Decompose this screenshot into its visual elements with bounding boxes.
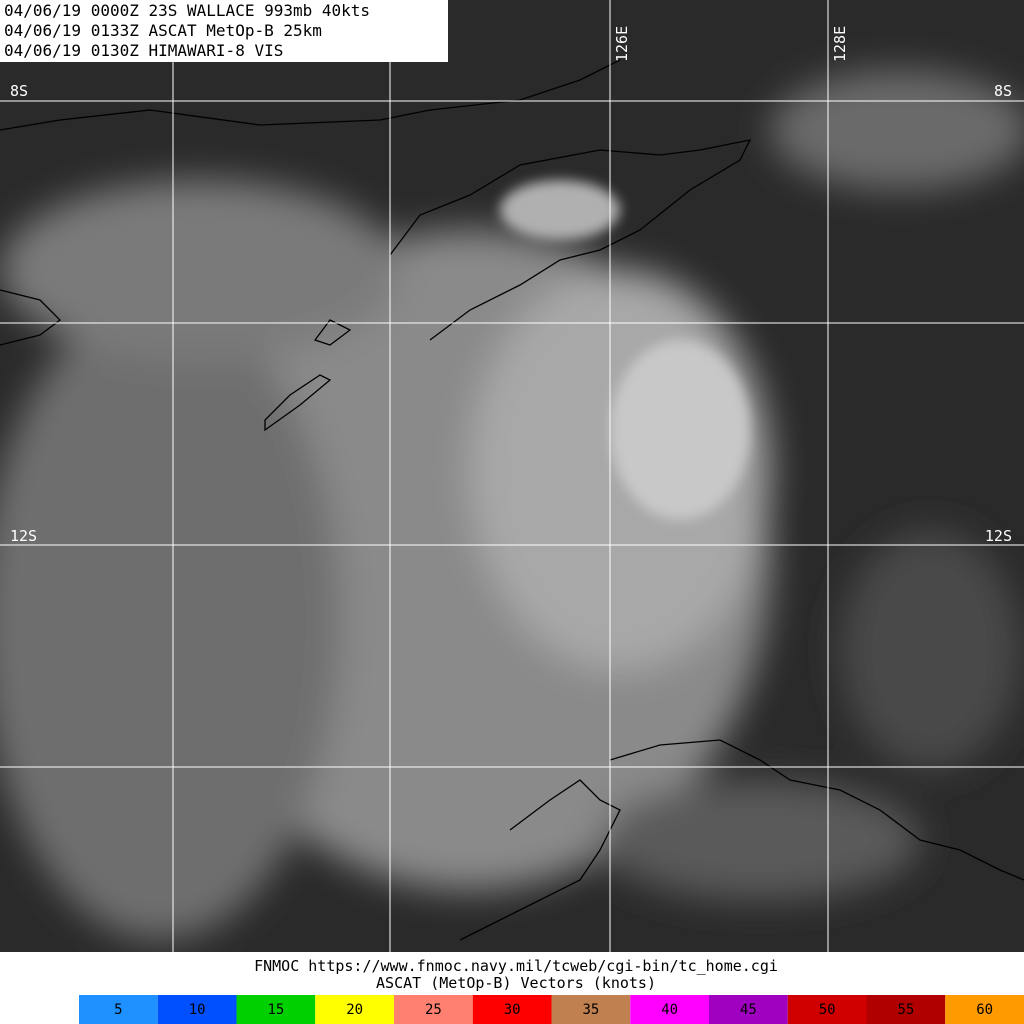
legend-swatch — [236, 995, 316, 1024]
legend-swatch — [630, 995, 709, 1024]
footer: FNMOC https://www.fnmoc.navy.mil/tcweb/c… — [254, 957, 778, 992]
lat-label: 8S — [994, 82, 1012, 100]
legend-label: 25 — [425, 1002, 442, 1018]
cloud-detail — [500, 180, 750, 520]
grid-labels: 8S 8S 12S 12S 126E 128E — [10, 26, 1012, 545]
legend-label: 30 — [504, 1002, 521, 1018]
legend-label: 15 — [267, 1002, 284, 1018]
lat-label: 12S — [985, 527, 1012, 545]
legend-swatch — [551, 995, 631, 1024]
graticule — [0, 0, 1024, 952]
legend: 5 10 15 20 25 30 35 40 45 50 55 60 — [79, 995, 1024, 1024]
legend-label: 5 — [114, 1002, 122, 1018]
legend-swatch — [315, 995, 394, 1024]
header-line: 04/06/19 0133Z ASCAT MetOp-B 25km — [4, 21, 322, 40]
lat-label: 8S — [10, 82, 28, 100]
legend-label: 10 — [189, 1002, 206, 1018]
legend-swatch — [157, 995, 237, 1024]
lon-label: 128E — [831, 26, 849, 62]
legend-label: 20 — [346, 1002, 363, 1018]
lat-label: 12S — [10, 527, 37, 545]
lon-label: 126E — [613, 26, 631, 62]
header-line: 04/06/19 0130Z HIMAWARI-8 VIS — [4, 41, 283, 60]
legend-label: 60 — [976, 1002, 993, 1018]
legend-swatch — [394, 995, 473, 1024]
legend-label: 40 — [661, 1002, 678, 1018]
footer-line: ASCAT (MetOp-B) Vectors (knots) — [376, 974, 656, 992]
header-line: 04/06/19 0000Z 23S WALLACE 993mb 40kts — [4, 1, 370, 20]
legend-label: 50 — [819, 1002, 836, 1018]
legend-swatch — [787, 995, 867, 1024]
header: 04/06/19 0000Z 23S WALLACE 993mb 40kts 0… — [4, 1, 370, 60]
footer-line: FNMOC https://www.fnmoc.navy.mil/tcweb/c… — [254, 957, 778, 975]
legend-swatch — [472, 995, 552, 1024]
legend-label: 35 — [582, 1002, 599, 1018]
legend-label: 55 — [897, 1002, 914, 1018]
legend-label: 45 — [740, 1002, 757, 1018]
legend-swatch — [709, 995, 788, 1024]
header-box — [0, 0, 448, 62]
legend-swatch — [79, 995, 158, 1024]
legend-swatch — [945, 995, 1024, 1024]
legend-swatch — [866, 995, 946, 1024]
